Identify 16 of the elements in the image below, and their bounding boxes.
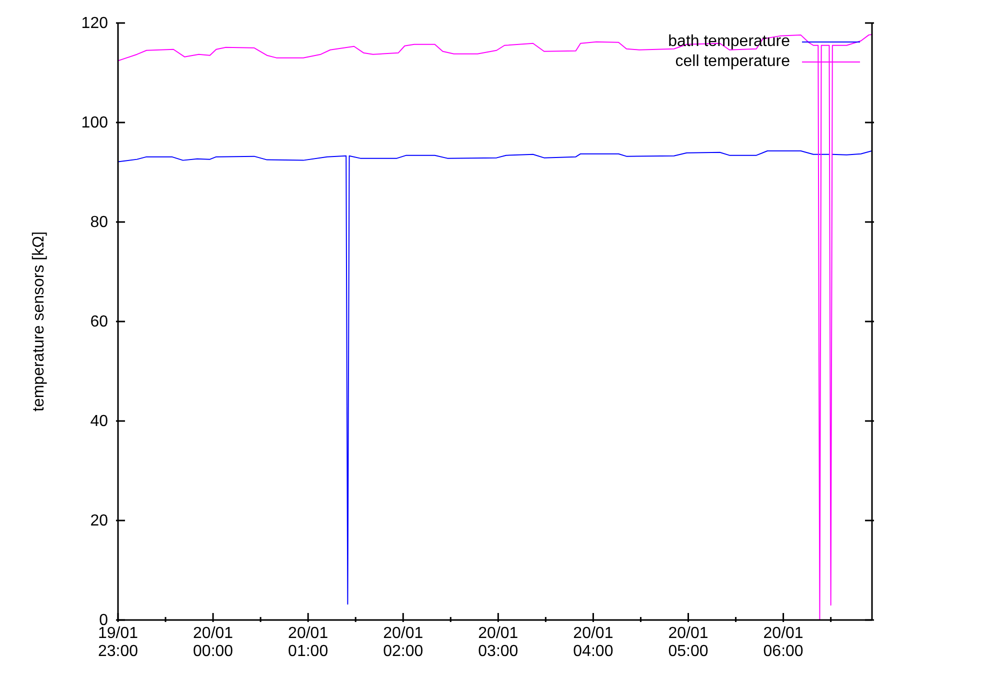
x-tick-label: 20/01 00:00 [193, 625, 234, 660]
y-axis-title: temperature sensors [kΩ] [30, 231, 48, 412]
x-tick-label: 20/01 02:00 [383, 625, 424, 660]
y-tick-label: 120 [81, 15, 108, 32]
y-tick-label: 60 [90, 314, 108, 330]
y-tick-label: 40 [90, 413, 108, 430]
x-tick-label: 20/01 01:00 [288, 625, 328, 660]
y-tick-label: 80 [90, 214, 108, 231]
x-tick-label: 20/01 03:00 [478, 625, 518, 660]
x-tick-label: 20/01 05:00 [668, 625, 708, 660]
x-tick-label: 20/01 04:00 [573, 625, 614, 660]
y-tick-label: 20 [90, 512, 108, 530]
x-tick-label: 19/01 23:00 [98, 625, 138, 660]
x-tick-label: 20/01 06:00 [763, 625, 804, 660]
y-tick-label: 100 [81, 114, 108, 132]
legend-label: cell temperature [675, 53, 790, 71]
